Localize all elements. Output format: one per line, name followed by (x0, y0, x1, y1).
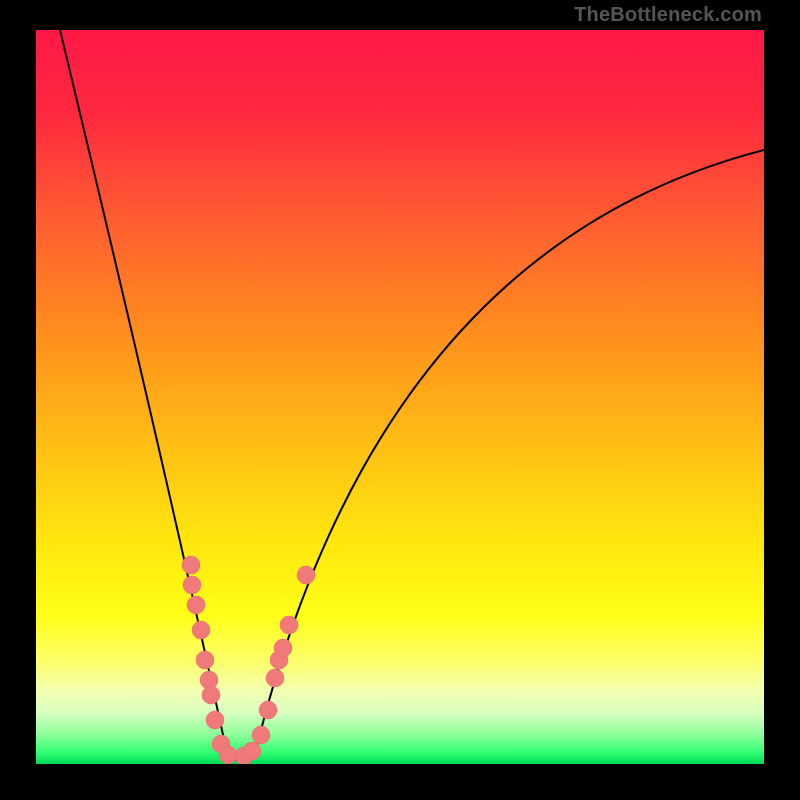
curve-layer (36, 30, 764, 764)
watermark-text: TheBottleneck.com (574, 4, 762, 27)
scatter-point (274, 639, 292, 657)
scatter-point (206, 711, 224, 729)
scatter-point (219, 746, 237, 764)
scatter-point (196, 651, 214, 669)
scatter-point (259, 701, 277, 719)
scatter-point (252, 726, 270, 744)
scatter-point (243, 742, 261, 760)
scatter-point (183, 576, 201, 594)
scatter-point (187, 596, 205, 614)
plot-area (36, 30, 764, 764)
scatter-point (266, 669, 284, 687)
scatter-point (280, 616, 298, 634)
scatter-point (192, 621, 210, 639)
bottleneck-curve (60, 30, 764, 760)
scatter-point (202, 686, 220, 704)
scatter-point (297, 566, 315, 584)
chart-container: TheBottleneck.com (0, 0, 800, 800)
scatter-points (182, 556, 315, 764)
scatter-point (182, 556, 200, 574)
